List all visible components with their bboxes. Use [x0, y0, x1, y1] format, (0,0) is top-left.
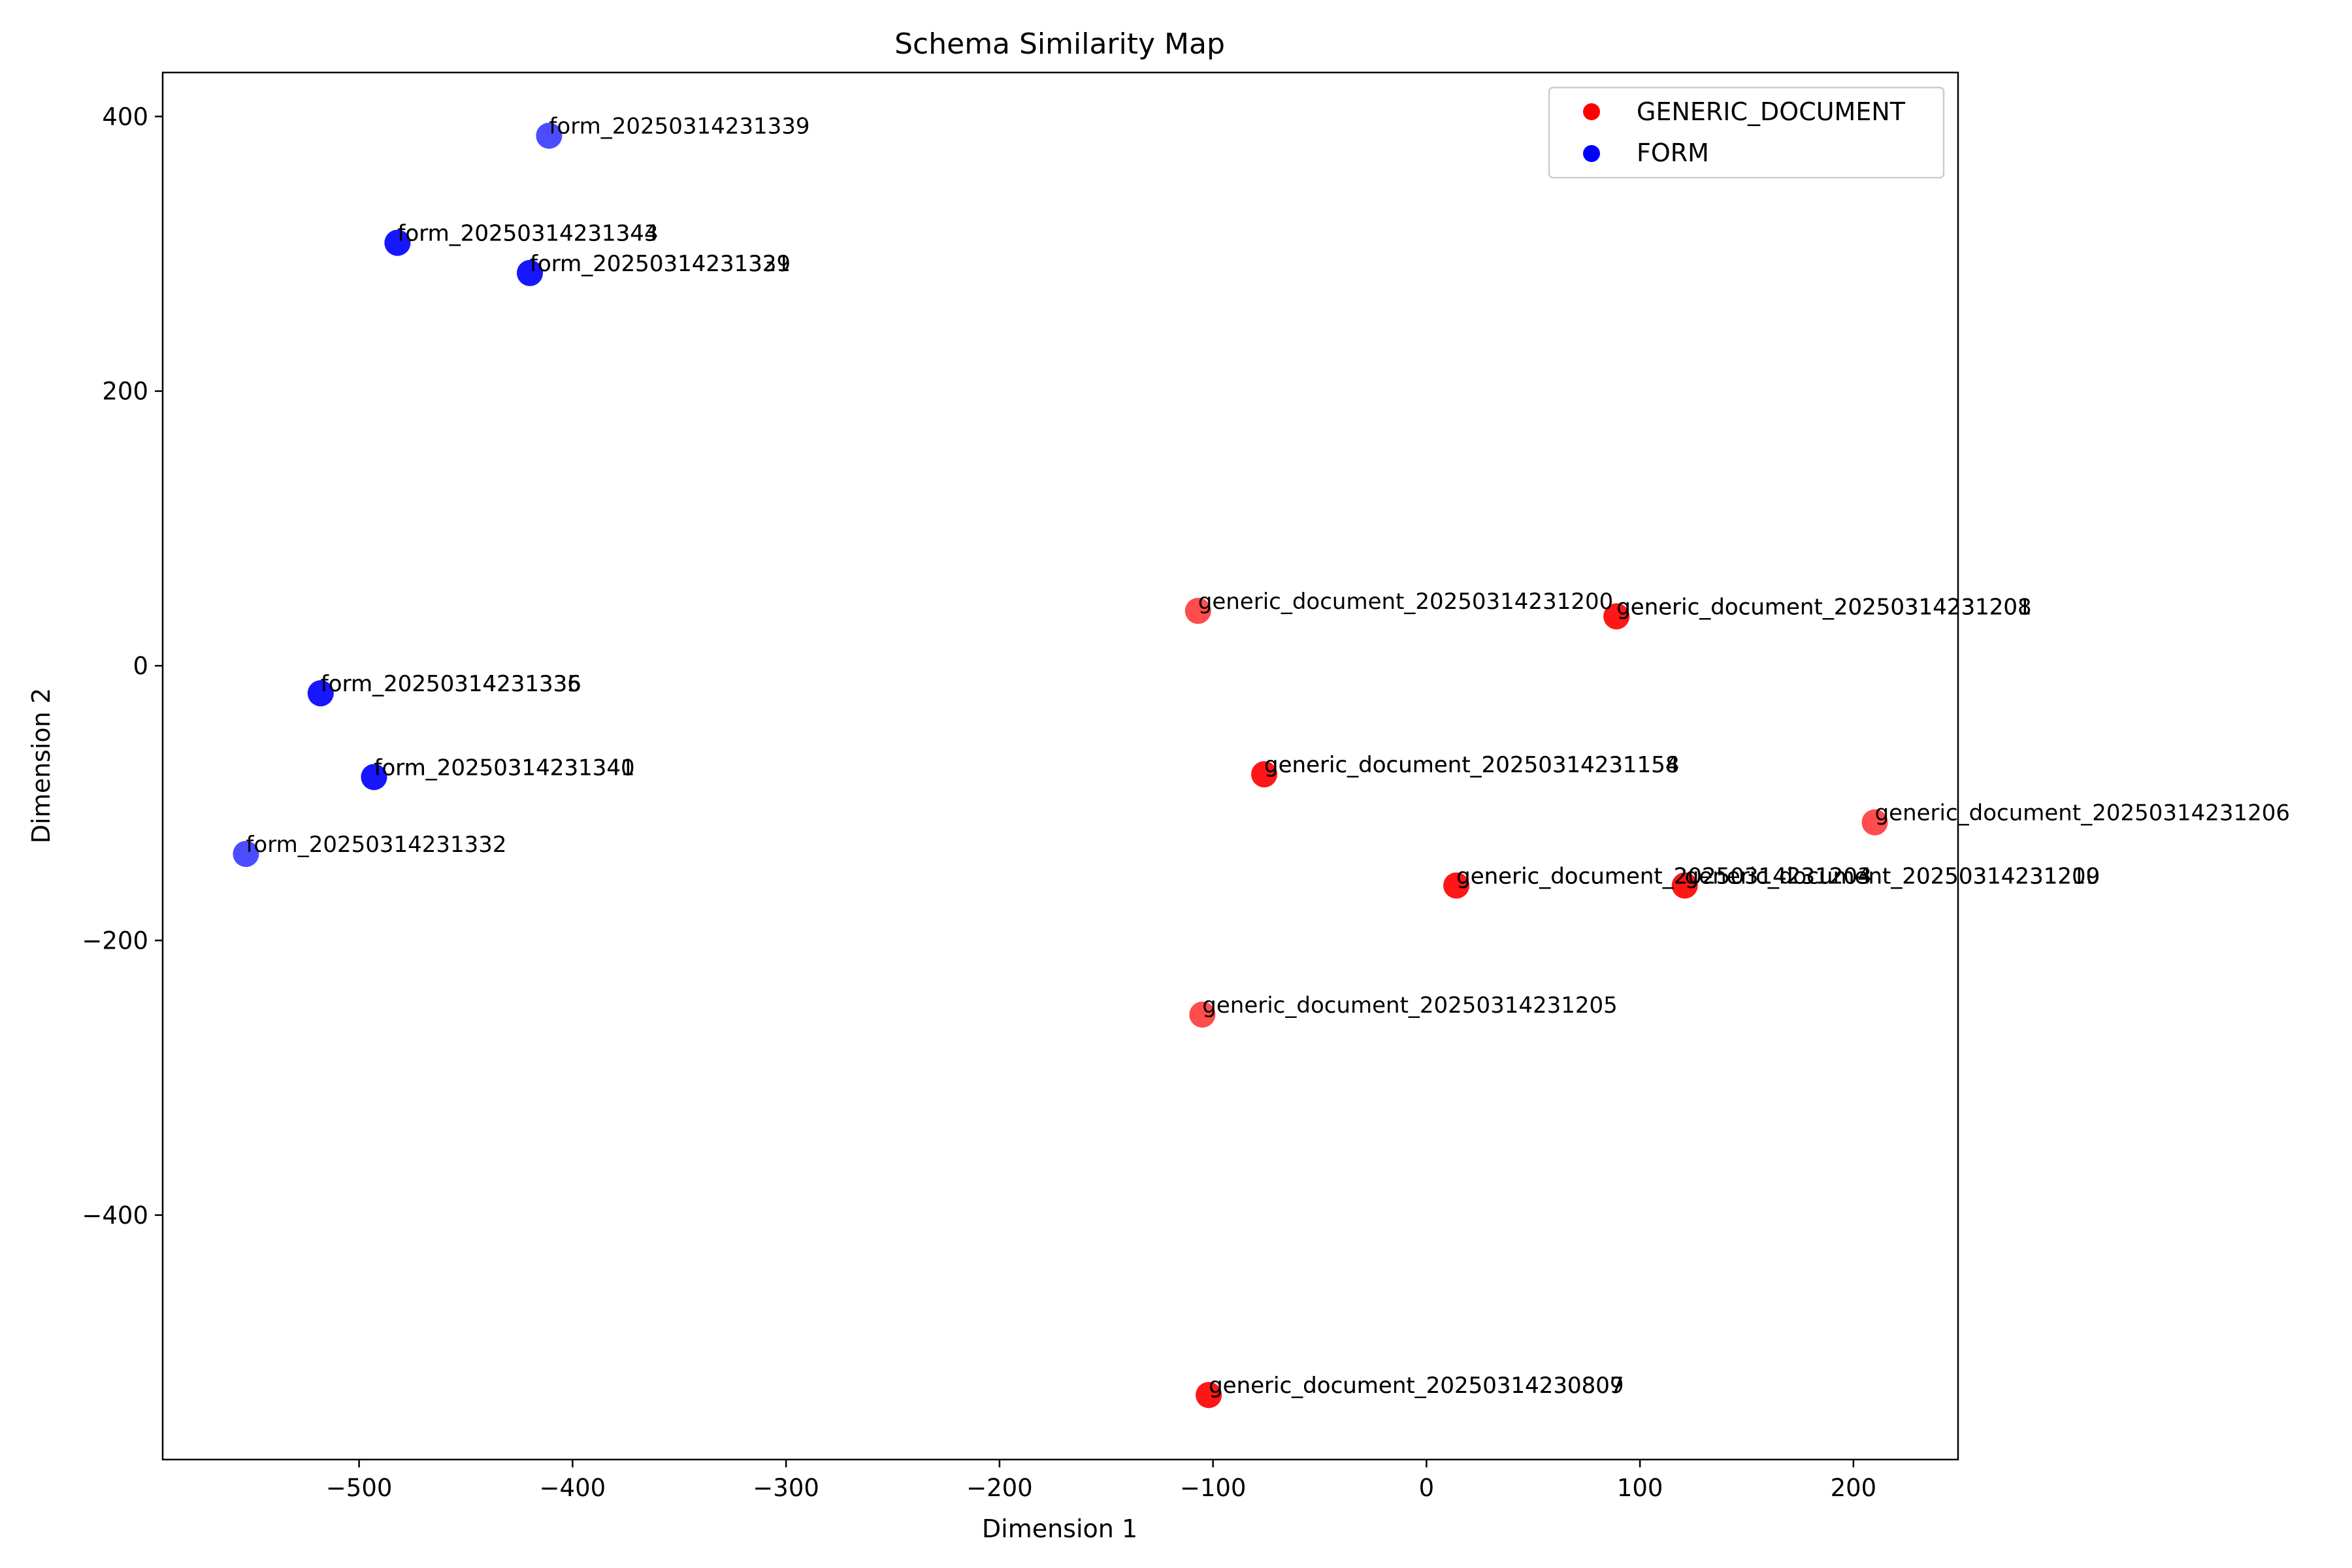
point-form	[233, 841, 259, 868]
point-label: form_20250314231335	[321, 671, 581, 697]
point-label: form_20250314231341	[374, 755, 634, 781]
y-tick-label: −200	[82, 926, 148, 955]
legend-label-generic-document: GENERIC_DOCUMENT	[1637, 97, 1906, 126]
point-label: generic_document_20250314231210	[1685, 863, 2100, 889]
legend-marker-generic-document	[1583, 103, 1600, 120]
point-form	[384, 229, 411, 256]
point-generic-document	[1251, 761, 1278, 788]
plot-frame	[161, 71, 1959, 1461]
point-form	[361, 764, 387, 791]
point-form	[517, 259, 544, 286]
point-label: form_20250314231329	[530, 251, 791, 277]
point-label: generic_document_20250314231204	[1456, 863, 1871, 889]
point-label: form_20250314231331	[530, 251, 791, 277]
point-label: form_20250314231332	[246, 832, 506, 858]
point-labels-layer: generic_document_20250314231200 generic_d…	[246, 114, 2290, 1399]
point-label: generic_document_20250314230809	[1209, 1373, 1624, 1399]
point-generic-document	[1861, 809, 1888, 836]
point-label: generic_document_20250314231209	[1685, 863, 2100, 889]
point-label: generic_document_20250314231158	[1264, 752, 1679, 778]
legend-label-form: FORM	[1637, 139, 1709, 167]
chart-title: Schema Similarity Map	[894, 27, 1225, 61]
point-generic-document	[1196, 1382, 1222, 1409]
y-tick-label: 400	[102, 103, 148, 131]
point-generic-document	[1443, 872, 1470, 899]
point-label: generic_document_20250314231154	[1264, 752, 1679, 778]
x-tick-label: −200	[966, 1474, 1033, 1502]
x-tick-label: −500	[326, 1474, 393, 1502]
x-tick-label: −400	[540, 1474, 606, 1502]
point-label: generic_document_20250314231200	[1198, 589, 1613, 615]
point-form	[307, 680, 334, 707]
point-label: generic_document_20250314231208	[1616, 594, 2031, 620]
point-form	[536, 122, 563, 149]
y-axis-label: Dimension 2	[27, 688, 56, 843]
legend: GENERIC_DOCUMENT FORM	[1548, 86, 1945, 179]
point-generic-document	[1184, 597, 1211, 624]
point-label: generic_document_20250314231203	[1456, 863, 1871, 889]
x-tick-label: −100	[1180, 1474, 1247, 1502]
point-generic-document	[1189, 1001, 1216, 1028]
point-label: generic_document_20250314231201	[1616, 594, 2031, 620]
x-axis: −500 −400 −300 −200 −100 0 100 200	[326, 1460, 1876, 1502]
point-generic-document	[1603, 603, 1630, 630]
points-layer	[233, 122, 1888, 1409]
x-axis-label: Dimension 1	[982, 1514, 1137, 1543]
y-tick-label: 200	[102, 378, 148, 406]
point-label: form_20250314231339	[549, 114, 809, 140]
point-label: generic_document_20250314231206	[1875, 800, 2290, 826]
point-label: form_20250314231336	[321, 671, 581, 697]
legend-box	[1548, 86, 1945, 179]
x-tick-label: 0	[1419, 1474, 1435, 1502]
y-tick-label: −400	[82, 1201, 148, 1230]
point-label: form_20250314231344	[397, 221, 658, 247]
point-label: form_20250314231340	[374, 755, 634, 781]
x-tick-label: 100	[1617, 1474, 1663, 1502]
x-tick-label: 200	[1831, 1474, 1877, 1502]
point-label: form_20250314231343	[397, 221, 658, 247]
y-axis: −400 −200 0 200 400	[82, 103, 163, 1230]
legend-marker-form	[1583, 145, 1600, 162]
x-tick-label: −300	[753, 1474, 819, 1502]
point-label: generic_document_20250314230807	[1209, 1373, 1624, 1399]
point-generic-document	[1671, 872, 1698, 899]
point-label: generic_document_20250314231205	[1202, 992, 1617, 1019]
y-tick-label: 0	[133, 652, 148, 680]
